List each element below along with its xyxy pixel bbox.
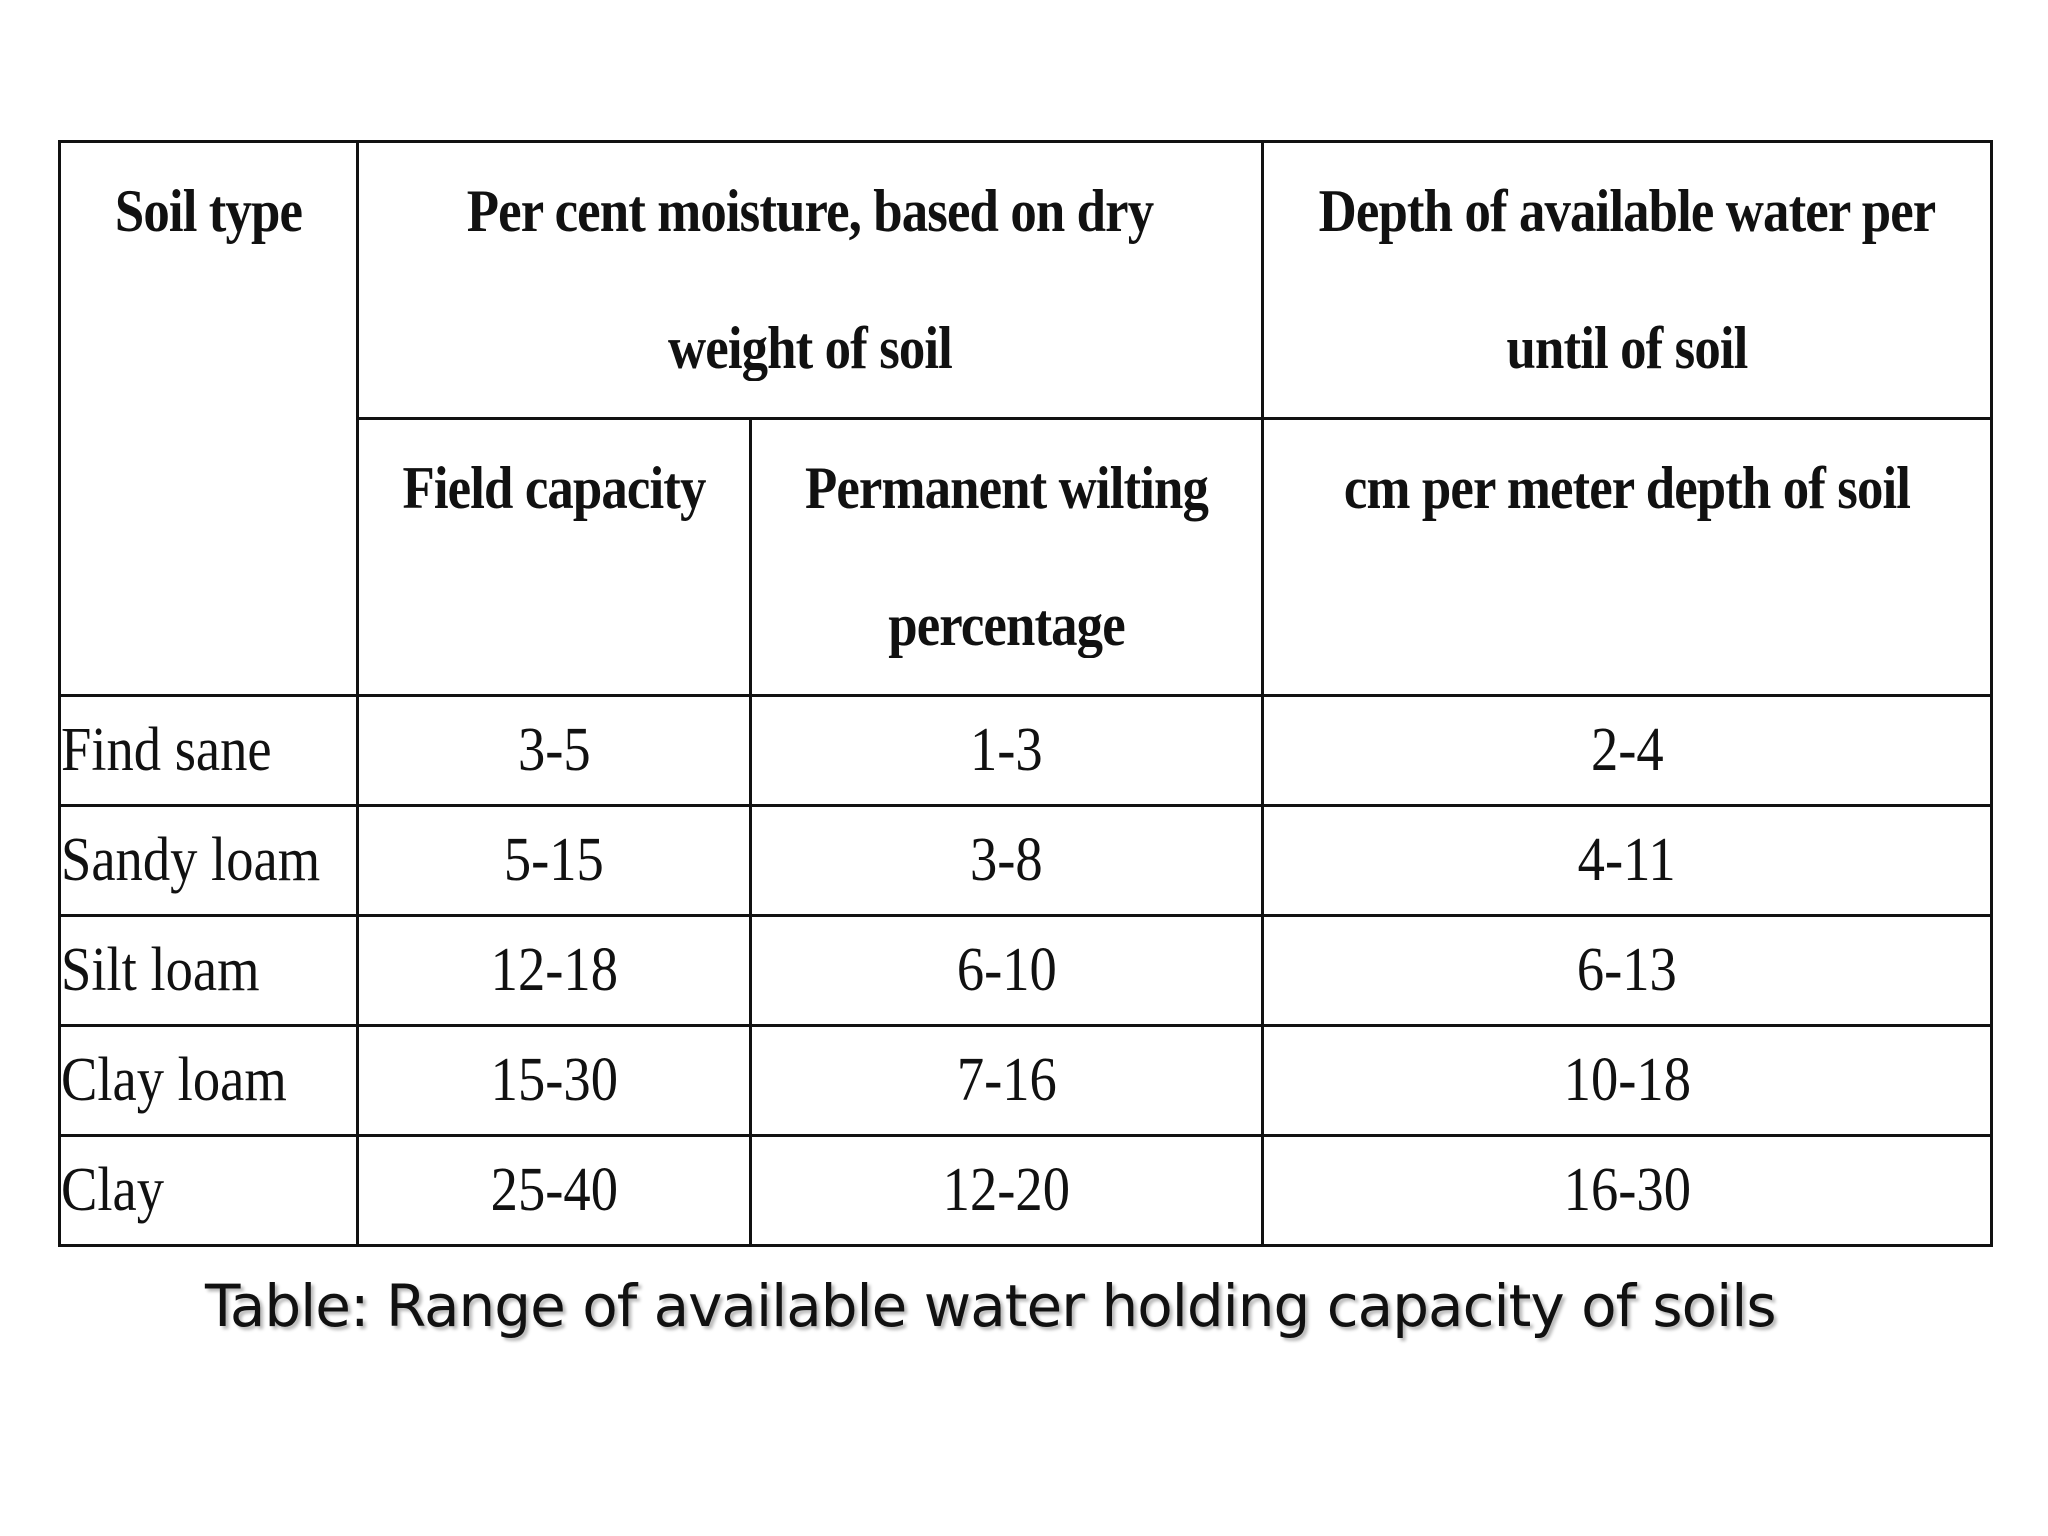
wilting-cell: 6-10 xyxy=(749,914,1264,1027)
header-depth-group: Depth of available water per until of so… xyxy=(1261,140,1993,420)
field-capacity-cell: 3-5 xyxy=(356,694,752,807)
wilting-cell: 1-3 xyxy=(749,694,1264,807)
depth-cell: 6-13 xyxy=(1261,914,1993,1027)
header-field-capacity: Field capacity xyxy=(356,417,752,697)
field-capacity-cell: 12-18 xyxy=(356,914,752,1027)
wilting-cell: 7-16 xyxy=(749,1024,1264,1137)
table-row: Clay 25-40 12-20 16-30 xyxy=(58,1134,1993,1247)
soil-water-table: Soil type Per cent moisture, based on dr… xyxy=(58,140,1993,1247)
wilting-cell: 3-8 xyxy=(749,804,1264,917)
soil-name-cell: Find sane xyxy=(58,694,359,807)
depth-cell: 2-4 xyxy=(1261,694,1993,807)
field-capacity-cell: 25-40 xyxy=(356,1134,752,1247)
header-row-2: Field capacity Permanent wilting percent… xyxy=(60,417,1993,697)
table-row: Clay loam 15-30 7-16 10-18 xyxy=(58,1024,1993,1137)
table-row: Silt loam 12-18 6-10 6-13 xyxy=(58,914,1993,1027)
header-permanent-wilting: Permanent wilting percentage xyxy=(749,417,1264,697)
wilting-cell: 12-20 xyxy=(749,1134,1264,1247)
soil-name-cell: Sandy loam xyxy=(58,804,359,917)
soil-name-cell: Clay xyxy=(58,1134,359,1247)
depth-cell: 10-18 xyxy=(1261,1024,1993,1137)
header-row-1: Soil type Per cent moisture, based on dr… xyxy=(58,140,1993,697)
header-depth-unit: cm per meter depth of soil xyxy=(1261,417,1993,697)
table-row: Sandy loam 5-15 3-8 4-11 xyxy=(58,804,1993,917)
table-row: Find sane 3-5 1-3 2-4 xyxy=(58,694,1993,807)
header-soil-type: Soil type xyxy=(58,140,359,697)
soil-name-cell: Silt loam xyxy=(58,914,359,1027)
soil-name-cell: Clay loam xyxy=(58,1024,359,1137)
field-capacity-cell: 5-15 xyxy=(356,804,752,917)
field-capacity-cell: 15-30 xyxy=(356,1024,752,1137)
table-caption: Table: Range of available water holding … xyxy=(205,1272,1777,1340)
depth-cell: 4-11 xyxy=(1261,804,1993,917)
depth-cell: 16-30 xyxy=(1261,1134,1993,1247)
header-moisture-group: Per cent moisture, based on dry weight o… xyxy=(356,140,1264,420)
